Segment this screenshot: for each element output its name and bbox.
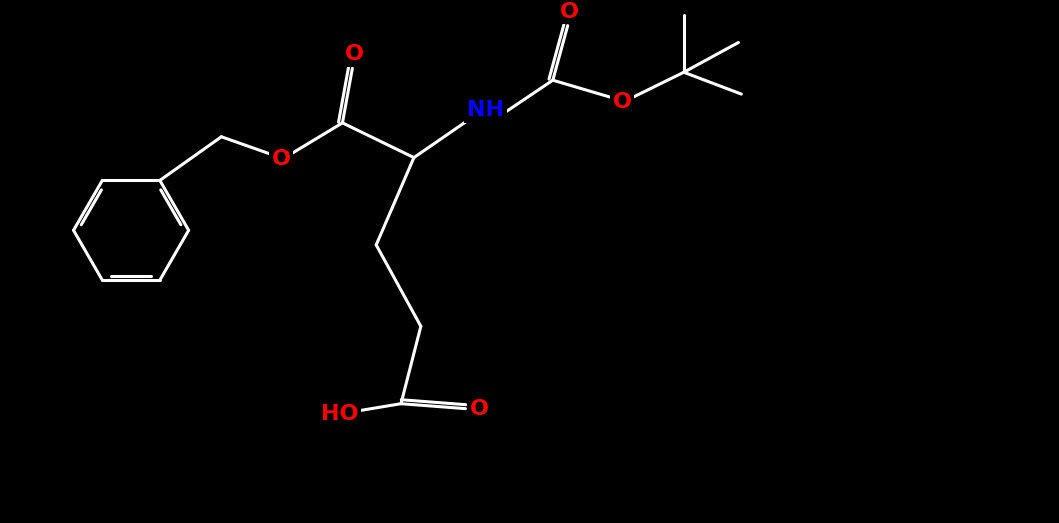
Text: O: O [345,44,364,64]
Text: O: O [470,399,489,418]
Text: HO: HO [321,404,358,424]
Text: O: O [613,92,632,112]
Text: O: O [271,149,290,168]
Text: O: O [560,2,579,22]
Text: NH: NH [467,100,504,120]
